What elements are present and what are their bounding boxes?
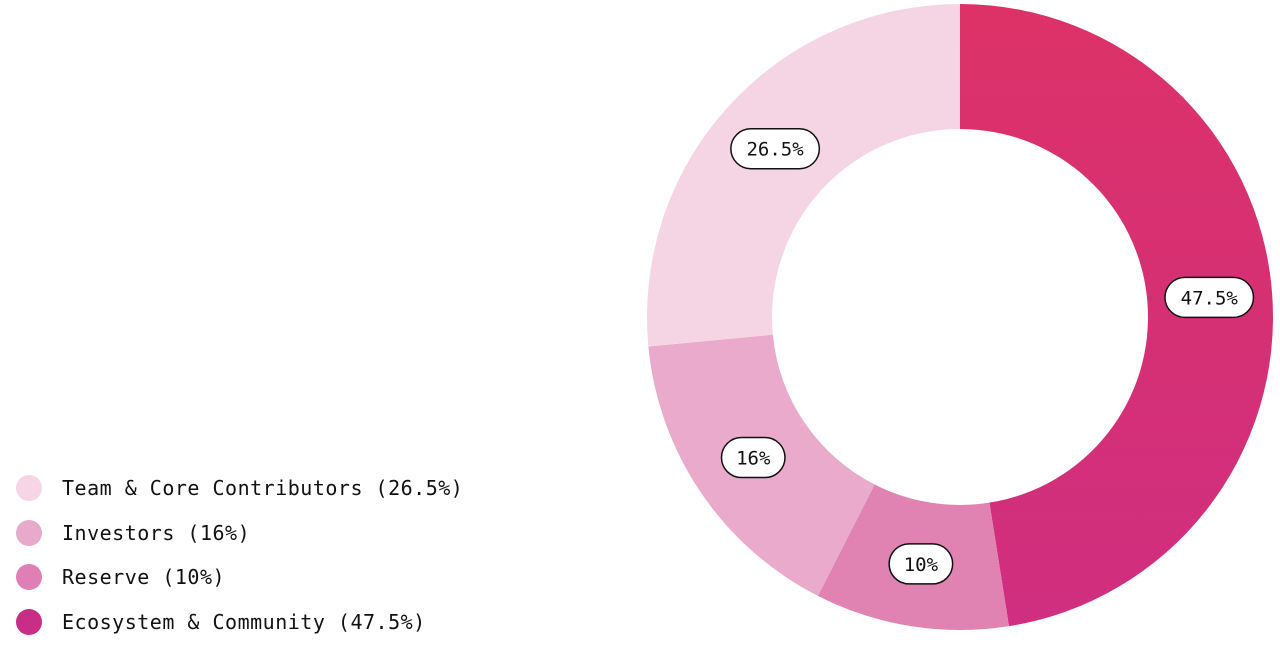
- legend: Team & Core Contributors (26.5%) Investor…: [16, 466, 463, 644]
- data-label-text: 10%: [904, 554, 939, 576]
- legend-label: Reserve (10%): [62, 565, 226, 590]
- legend-label: Team & Core Contributors (26.5%): [62, 476, 464, 501]
- data-label: 16%: [720, 436, 786, 479]
- data-label: 10%: [888, 543, 954, 585]
- data-label-text: 16%: [736, 448, 771, 470]
- slice-ecosystem-community: [960, 4, 1273, 627]
- legend-item: Ecosystem & Community (47.5%): [16, 600, 463, 645]
- data-label: 47.5%: [1164, 276, 1255, 319]
- legend-swatch: [16, 608, 42, 635]
- data-label-pill: [720, 436, 786, 479]
- legend-label: Ecosystem & Community (47.5%): [62, 609, 426, 634]
- data-label-pill: [730, 127, 821, 170]
- legend-label: Investors (16%): [62, 520, 251, 545]
- legend-swatch: [16, 475, 42, 502]
- legend-swatch: [16, 564, 42, 591]
- data-label-text: 47.5%: [1181, 287, 1239, 309]
- legend-item: Investors (16%): [16, 511, 463, 556]
- legend-swatch: [16, 519, 42, 546]
- data-label-text: 26.5%: [746, 139, 804, 161]
- slice-team-core-contributors: [647, 4, 960, 347]
- data-label-pill: [888, 543, 954, 585]
- legend-item: Team & Core Contributors (26.5%): [16, 466, 463, 511]
- legend-item: Reserve (10%): [16, 555, 463, 600]
- data-label: 26.5%: [730, 127, 821, 170]
- data-label-pill: [1164, 276, 1255, 319]
